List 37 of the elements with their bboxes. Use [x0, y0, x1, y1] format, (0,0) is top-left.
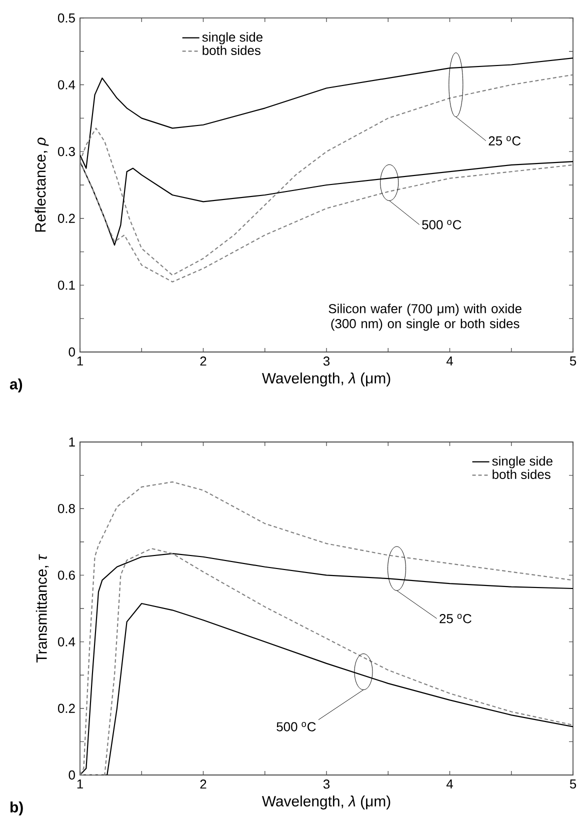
legend-label: both sides	[492, 469, 550, 479]
annotation: 25 $^{o}$C	[488, 136, 521, 146]
annotation: Silicon wafer (700 μm) with oxide (300 nm) on single or both sides	[328, 304, 522, 331]
y-tick-label: 0.2	[58, 704, 75, 713]
x-tick-label: 4	[446, 780, 454, 788]
y-tick-label: 0.3	[58, 147, 75, 156]
annotation: 500 $^{o}$C	[276, 722, 316, 732]
y-axis-title: Transmittance, τ	[36, 554, 49, 663]
text: b)	[10, 802, 23, 816]
legend-label: single side	[202, 32, 263, 44]
text: a)	[10, 378, 22, 392]
y-tick-label: 0.4	[58, 80, 76, 90]
y-tick-label: 1	[69, 438, 75, 446]
y-tick-label: 0.6	[58, 570, 75, 580]
y-tick-label: 0.4	[58, 637, 76, 646]
x-tick-label: 4	[446, 356, 454, 366]
x-tick-label: 1	[77, 780, 84, 788]
y-tick-label: 0.2	[58, 214, 75, 223]
x-tick-label: 2	[200, 780, 206, 789]
legend-label: both sides	[202, 46, 260, 56]
annotation: 500 $^{o}$C	[422, 220, 462, 230]
x-tick-label: 3	[323, 780, 330, 789]
legend-label: single side	[492, 456, 552, 468]
y-tick-label: 0	[68, 347, 76, 357]
y-tick-label: 0	[68, 770, 76, 780]
x-tick-label: 5	[570, 780, 576, 789]
x-tick-label: 5	[570, 356, 576, 366]
annotation: 25 $^{o}$C	[440, 614, 472, 624]
x-axis-title: Wavelength, λ (μm)	[262, 796, 390, 810]
x-tick-label: 1	[77, 356, 84, 366]
x-tick-label: 2	[200, 356, 206, 366]
y-tick-label: 0.1	[58, 280, 75, 290]
y-tick-label: 0.5	[58, 13, 75, 23]
y-tick-label: 0.8	[58, 504, 75, 514]
x-axis-title: Wavelength, λ (μm)	[262, 372, 390, 386]
y-axis-title: Reflectance, ρ	[34, 138, 49, 232]
x-tick-label: 3	[323, 356, 330, 366]
